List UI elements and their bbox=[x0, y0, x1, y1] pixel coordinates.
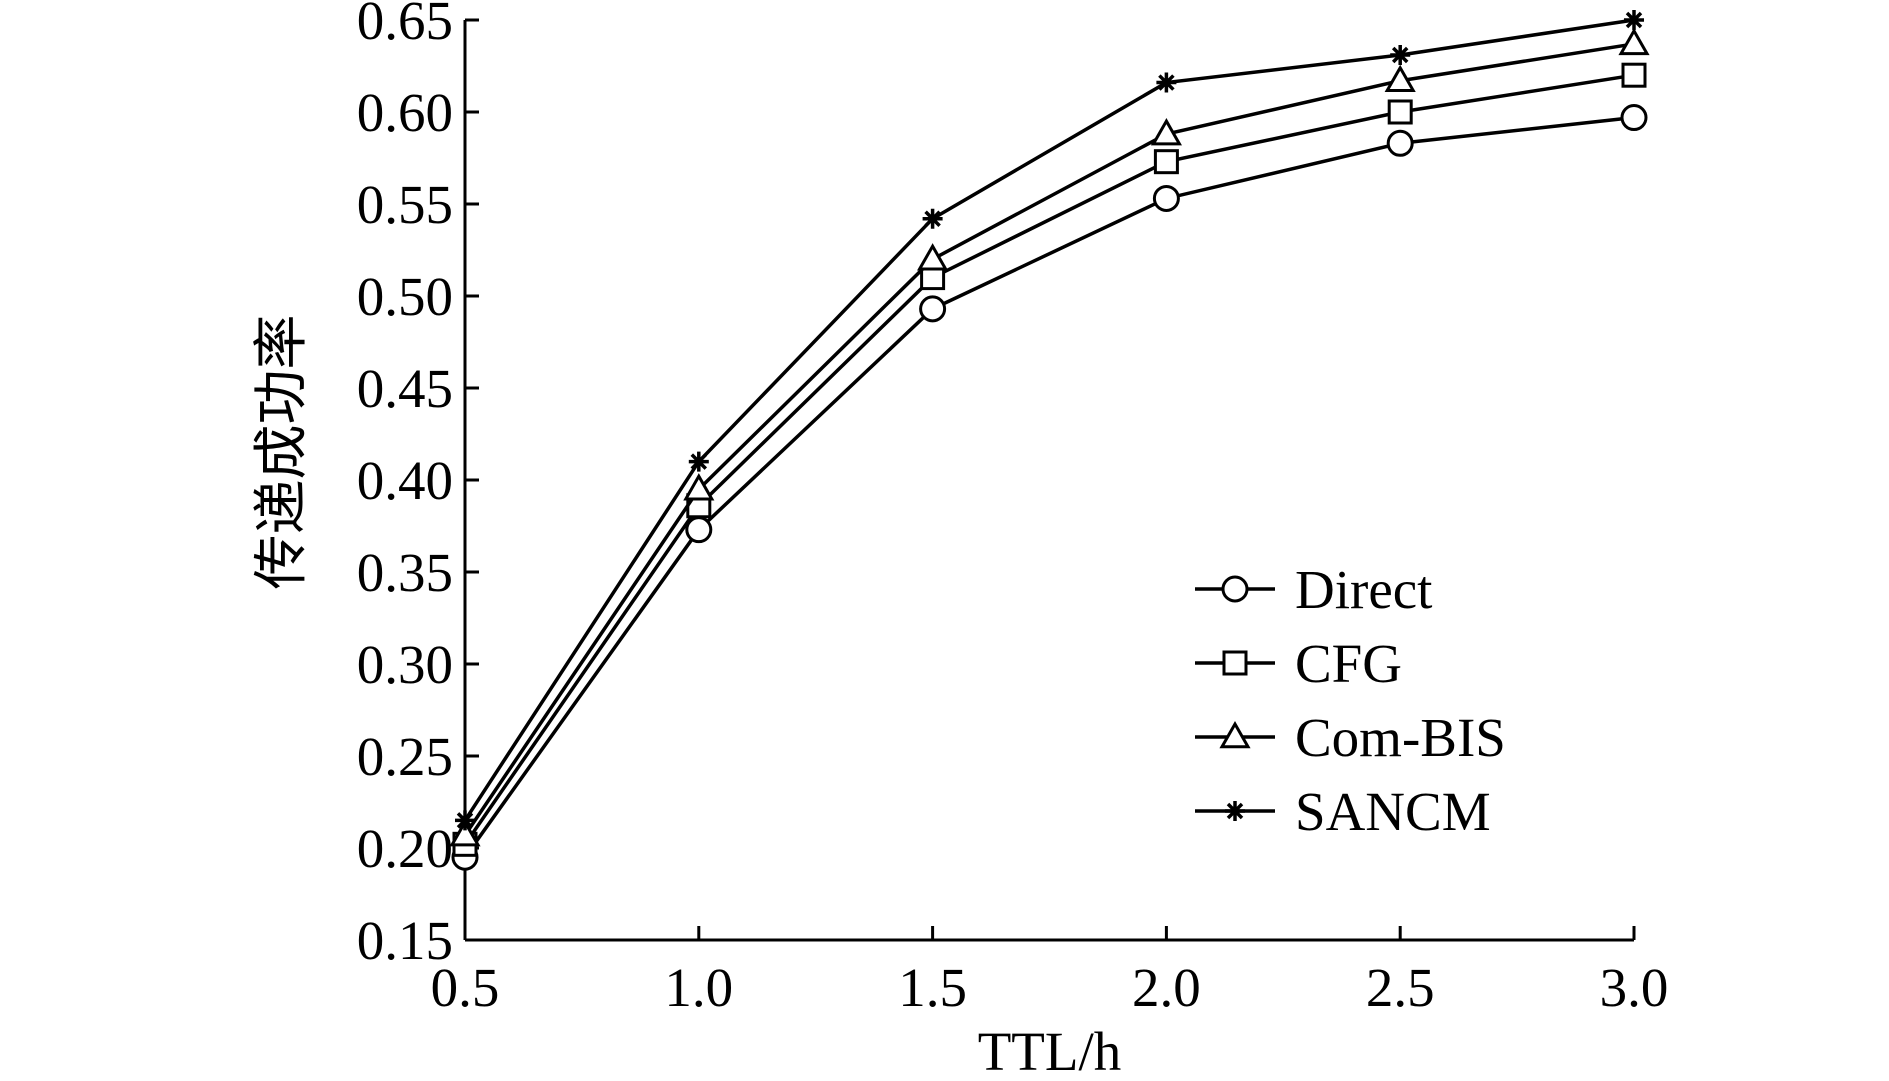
data-point-direct bbox=[685, 516, 713, 544]
y-tick-label: 0.35 bbox=[357, 542, 453, 603]
data-point-sancm bbox=[922, 208, 943, 229]
legend-item-cfg: CFG bbox=[1195, 633, 1402, 694]
series-line-direct bbox=[463, 115, 1635, 859]
legend-marker-cfg bbox=[1222, 650, 1248, 676]
x-tick-label: 3.0 bbox=[1600, 957, 1669, 1018]
y-tick-label: 0.20 bbox=[357, 818, 453, 879]
legend: Direct CFG Com-BIS SANCM bbox=[1195, 559, 1506, 842]
data-point-com-bis bbox=[1150, 118, 1182, 146]
data-point-direct bbox=[1152, 184, 1180, 212]
legend-item-sancm: SANCM bbox=[1195, 781, 1491, 842]
series-direct bbox=[451, 104, 1648, 871]
data-point-direct bbox=[919, 295, 947, 323]
series-line-com-bis bbox=[463, 42, 1635, 837]
data-point-cfg bbox=[1621, 62, 1647, 88]
x-tick-label: 2.0 bbox=[1132, 957, 1201, 1018]
y-tick-label: 0.25 bbox=[357, 726, 453, 787]
data-point-sancm bbox=[1390, 44, 1411, 65]
legend-marker-sancm bbox=[1225, 801, 1245, 821]
y-tick-label: 0.40 bbox=[357, 450, 453, 511]
series bbox=[449, 10, 1650, 871]
x-axis-title: TTL/h bbox=[978, 1021, 1122, 1081]
legend-marker-direct bbox=[1221, 575, 1249, 603]
series-sancm bbox=[455, 10, 1644, 831]
legend-item-direct: Direct bbox=[1195, 559, 1432, 620]
ticks: 0.15 0.20 0.25 0.30 0.35 0.40 0.45 0.50 0.55 0.60… bbox=[357, 0, 1669, 1018]
data-point-direct bbox=[1620, 104, 1648, 132]
y-tick-label: 0.30 bbox=[357, 634, 453, 695]
y-tick-label: 0.55 bbox=[357, 174, 453, 235]
legend-label: SANCM bbox=[1295, 781, 1491, 842]
legend-item-com-bis: Com-BIS bbox=[1195, 707, 1506, 768]
y-tick-label: 0.50 bbox=[357, 266, 453, 327]
data-point-com-bis bbox=[683, 473, 715, 501]
x-tick-label: 1.0 bbox=[664, 957, 733, 1018]
data-point-com-bis bbox=[1384, 64, 1416, 92]
x-tick-label: 1.5 bbox=[898, 957, 967, 1018]
data-point-com-bis bbox=[449, 819, 481, 847]
y-tick-label: 0.15 bbox=[357, 910, 453, 971]
y-tick-label: 0.45 bbox=[357, 358, 453, 419]
x-tick-label: 0.5 bbox=[431, 957, 500, 1018]
data-point-sancm bbox=[688, 451, 709, 472]
y-tick-label: 0.65 bbox=[357, 0, 453, 51]
series-com-bis bbox=[449, 27, 1650, 847]
data-point-sancm bbox=[455, 810, 475, 831]
data-point-sancm bbox=[1624, 10, 1644, 30]
series-line-cfg bbox=[463, 73, 1635, 846]
data-point-sancm bbox=[1156, 72, 1177, 93]
y-axis-title: 传递成功率 bbox=[251, 314, 312, 589]
y-tick-label: 0.60 bbox=[357, 82, 453, 143]
series-line-sancm bbox=[463, 18, 1635, 822]
data-point-com-bis bbox=[917, 243, 949, 271]
data-point-com-bis bbox=[1618, 27, 1650, 56]
data-point-direct bbox=[1386, 129, 1414, 157]
legend-label: Com-BIS bbox=[1295, 707, 1506, 768]
legend-label: CFG bbox=[1295, 633, 1402, 694]
data-point-cfg bbox=[1153, 149, 1179, 175]
data-point-cfg bbox=[1387, 99, 1413, 125]
legend-label: Direct bbox=[1295, 559, 1432, 620]
x-tick-label: 2.5 bbox=[1366, 957, 1435, 1018]
legend-marker-com-bis bbox=[1219, 720, 1251, 749]
